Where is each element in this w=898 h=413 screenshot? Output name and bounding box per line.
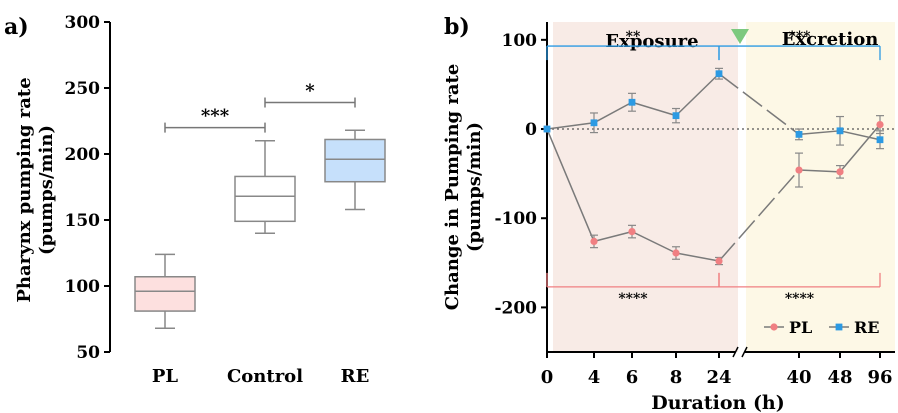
data-point [590,119,598,127]
x-tick-label: 6 [626,367,639,388]
x-tick-label: PL [152,366,179,387]
data-point [876,120,884,129]
panel-b-line-chart: b) Exposure Excretion -200 -100 0 100 0 4 6 8 24 40 4… [442,14,895,413]
data-point [715,257,723,265]
phase-excretion-bg [746,22,895,352]
series-line-segment [839,130,881,141]
series-line-segment [718,73,800,135]
series-line-segment [798,130,841,136]
series-line-segment [631,230,677,254]
x-tick-label: 8 [670,367,683,388]
data-point [672,249,680,257]
phase-exposure-bg [553,22,738,352]
data-point [628,98,636,106]
significance-label: **** [785,291,815,307]
significance-label: *** [789,29,812,45]
series-line-segment [675,73,720,117]
box-pl [134,253,196,329]
significance-label: *** [201,106,230,127]
x-tick-label: 0 [541,367,554,388]
y-tick-label: 250 [65,79,101,99]
series-line-segment [546,128,595,242]
data-point [795,130,803,138]
y-axis-label-line1: Pharynx pumping rate [14,77,35,302]
legend-marker [835,323,843,331]
y-tick-label: 100 [502,31,538,51]
axis-break-mark [741,346,748,358]
y-tick-label: -100 [494,209,537,229]
x-tick-label: 4 [588,367,601,388]
legend-marker [770,323,778,331]
series-line-segment [718,169,800,262]
y-tick-label: 0 [525,120,537,140]
box-iqr [324,138,386,183]
series-line-segment [546,122,595,130]
data-point [795,166,803,174]
y-axis-label-line2: (pumps/min) [36,125,57,255]
legend-label: RE [854,318,880,337]
y-tick-label: 300 [65,13,101,33]
y-axis-label-line2: (pumps/min) [464,122,485,252]
series-re [543,67,884,150]
data-point [590,237,598,246]
phase-label-excretion: Excretion [782,29,879,50]
series-line-segment [675,252,720,262]
y-tick-label: 150 [65,211,101,231]
data-point [543,125,551,133]
y-tick-label: 100 [65,277,101,297]
data-point [836,168,844,176]
significance-label: ** [626,29,641,45]
x-tick-label: Control [227,366,303,387]
panel-label: b) [444,14,470,40]
y-tick-label: -200 [494,298,537,318]
y-axis-label-line1: Change in Pumping rate [442,64,463,311]
x-tick-label: 96 [867,367,892,388]
y-tick-label: 50 [76,343,100,363]
data-point [876,136,884,144]
phase-transition-marker [731,29,749,44]
series-line-segment [593,230,633,243]
axis-break-mark [732,346,739,358]
x-tick-label: 40 [786,367,811,388]
box-iqr [134,276,196,312]
data-point [672,112,680,120]
x-axis-label: Duration (h) [651,392,785,413]
series-line-segment [631,101,677,117]
data-point [715,70,723,78]
data-point [836,127,844,135]
legend-label: PL [789,318,812,337]
x-tick-label: 24 [706,367,731,388]
x-tick-label: RE [341,366,370,387]
panel-label: a) [4,14,29,40]
series-line-segment [593,101,633,124]
series-line-segment [798,169,841,173]
data-point [628,227,636,236]
y-tick-label: 200 [65,145,101,165]
significance-label: **** [618,291,648,307]
box-re [324,129,386,211]
box-control [234,140,296,234]
series-line-segment [839,124,881,173]
box-iqr [234,175,296,223]
phase-label-exposure: Exposure [605,31,698,52]
panel-a-box-plot: a) 50 100 150 200 250 300 Pharynx pumping rate(… [4,13,386,387]
legend: PL RE [764,318,880,337]
x-tick-label: 48 [827,367,852,388]
significance-label: * [305,81,315,102]
